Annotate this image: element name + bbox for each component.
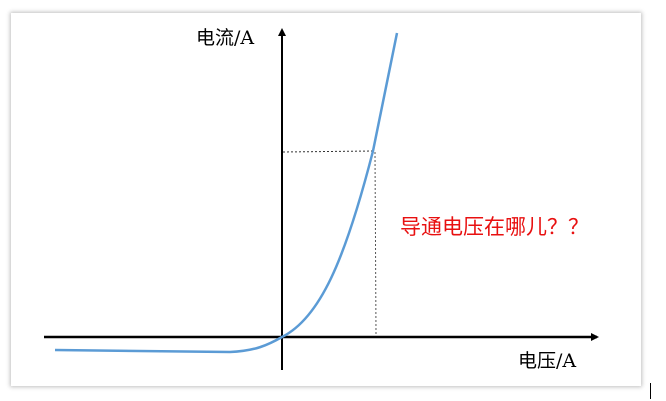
horizontal-guide-dashed bbox=[282, 150, 374, 153]
x-axis-label: 电压/A bbox=[518, 350, 577, 372]
annotation-text: 导通电压在哪儿？？ bbox=[400, 215, 589, 239]
text-cursor bbox=[650, 383, 651, 399]
vertical-guide-dashed bbox=[374, 151, 377, 336]
iv-curve bbox=[54, 32, 399, 354]
y-axis-label: 电流/A bbox=[196, 27, 255, 49]
diagram-card bbox=[11, 13, 641, 386]
